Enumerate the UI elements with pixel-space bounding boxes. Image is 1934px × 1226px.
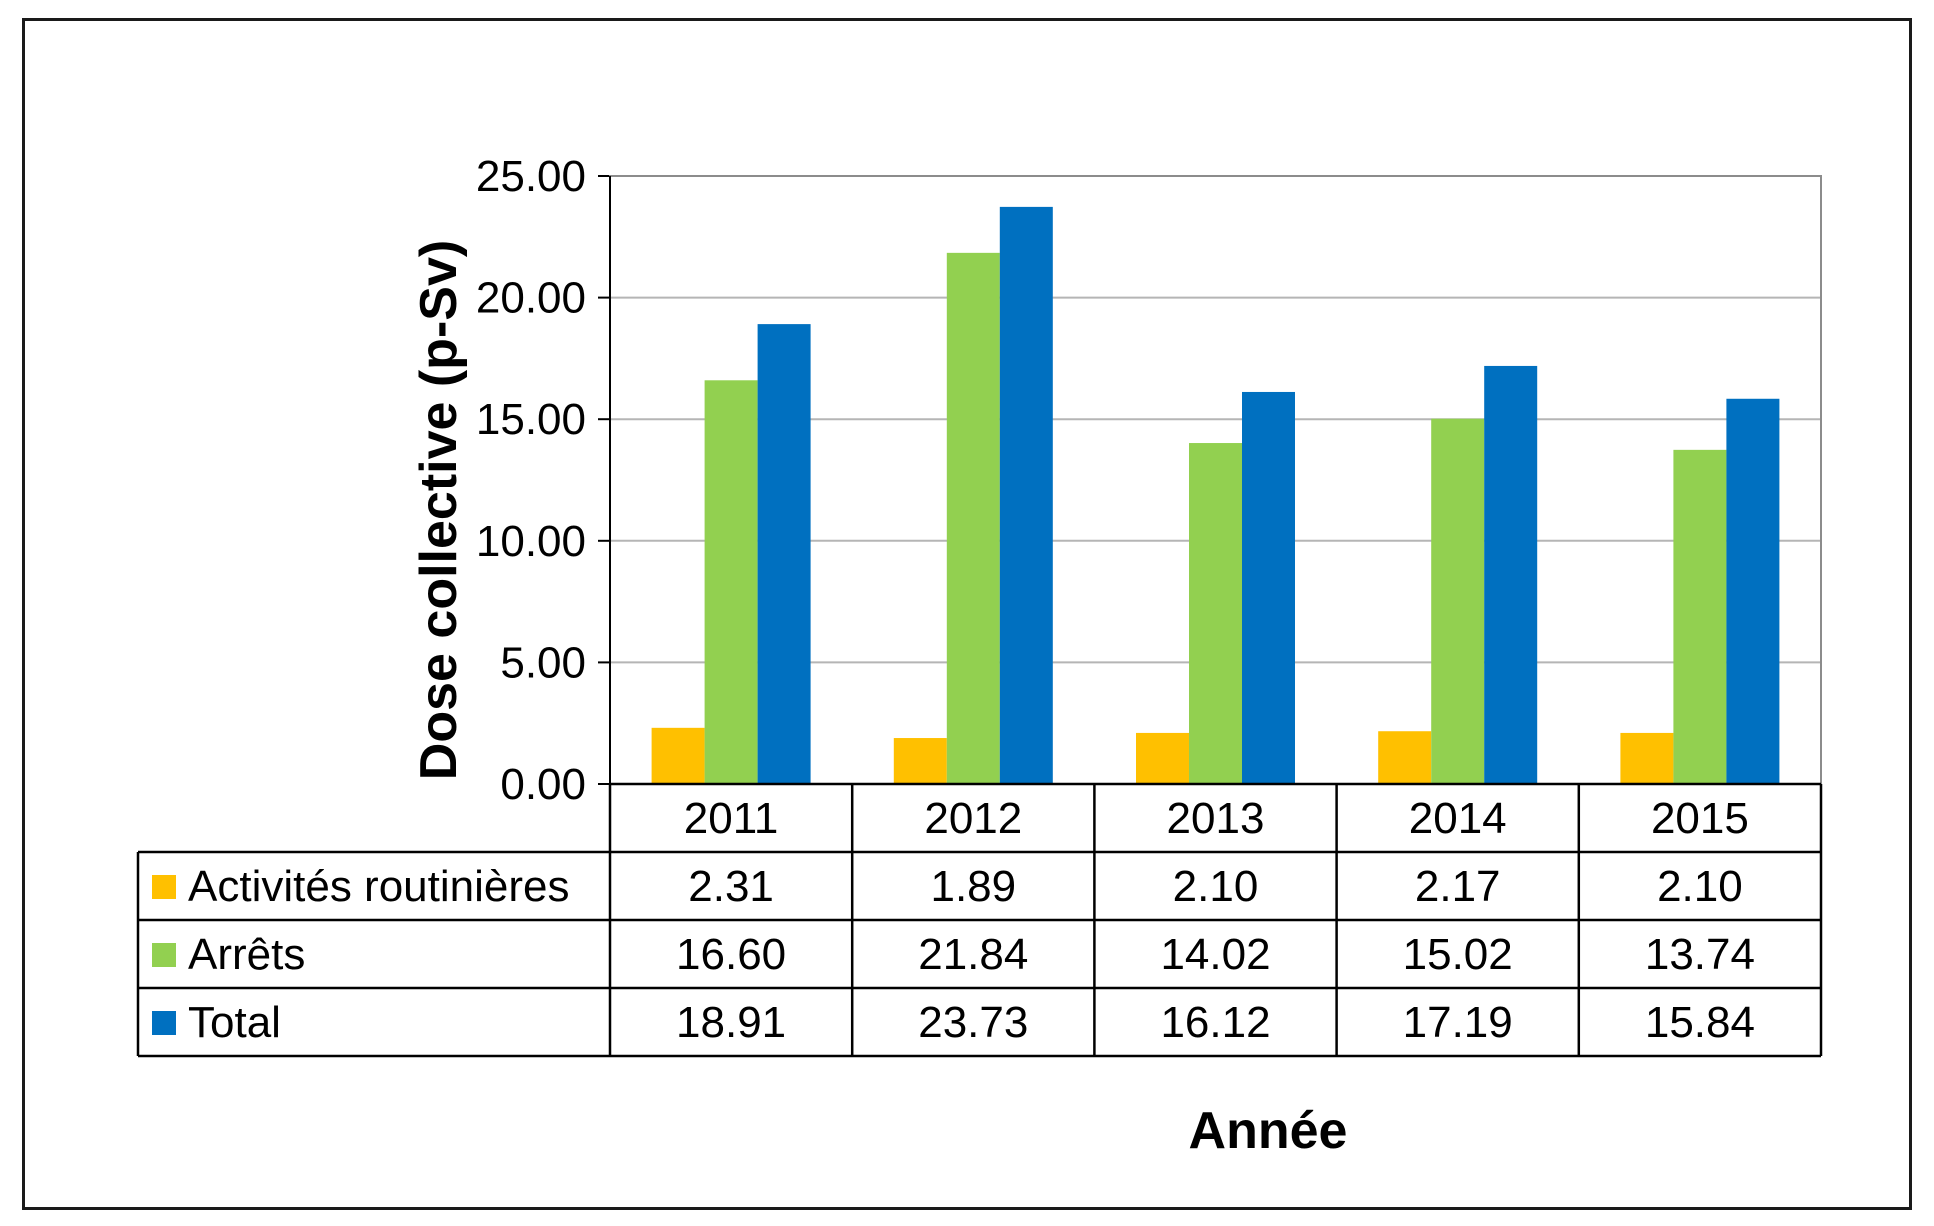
y-tick-label: 25.00 — [476, 152, 586, 201]
bar-2011-2 — [757, 324, 811, 784]
bar-2012-2 — [999, 206, 1053, 784]
data-label: 1.89 — [930, 862, 1016, 911]
data-label: 14.02 — [1160, 930, 1270, 979]
data-label: 2.17 — [1415, 862, 1501, 911]
bar-2013-0 — [1136, 732, 1189, 784]
data-label: 17.19 — [1403, 998, 1513, 1047]
data-table: 2011 2012 2013 2014 2015 Activités routinière… — [136, 782, 1823, 1058]
data-label: 23.73 — [918, 998, 1028, 1047]
data-label: 13.74 — [1645, 930, 1755, 979]
bar-2014-1 — [1431, 418, 1485, 784]
data-label: 16.12 — [1160, 998, 1270, 1047]
data-label: 2.10 — [1173, 862, 1259, 911]
data-label: 16.60 — [676, 930, 786, 979]
y-tick-labels: 0.00 5.00 10.00 15.00 20.00 25.00 — [476, 152, 586, 809]
category-label: 2014 — [1409, 794, 1507, 843]
legend-swatch — [152, 1011, 176, 1035]
bar-2012-0 — [893, 738, 947, 784]
legend-swatch — [152, 875, 176, 899]
y-tick-label: 20.00 — [476, 274, 586, 323]
y-tick-label: 15.00 — [476, 395, 586, 444]
data-label: 2.10 — [1657, 862, 1743, 911]
category-label: 2015 — [1651, 794, 1749, 843]
x-axis-title: Année — [1189, 1102, 1348, 1160]
bar-2014-2 — [1484, 365, 1538, 784]
bar-2015-1 — [1673, 449, 1727, 784]
bars — [651, 206, 1780, 784]
bar-2013-2 — [1242, 391, 1295, 784]
category-label: 2012 — [924, 794, 1022, 843]
bar-2012-1 — [946, 252, 1000, 784]
y-tick-label: 0.00 — [500, 760, 586, 809]
category-label: 2013 — [1167, 794, 1265, 843]
bar-2015-2 — [1726, 398, 1780, 784]
data-label: 21.84 — [918, 930, 1028, 979]
bar-2015-0 — [1620, 732, 1674, 784]
bar-2011-0 — [651, 727, 705, 784]
chart-frame — [22, 18, 1912, 1210]
data-label: 15.84 — [1645, 998, 1755, 1047]
y-axis-title: Dose collective (p-Sv) — [410, 240, 468, 780]
bar-2013-1 — [1189, 443, 1242, 784]
y-tick-label: 5.00 — [500, 638, 586, 687]
bar-2014-0 — [1378, 731, 1432, 784]
legend-label: Total — [188, 998, 281, 1047]
y-tick-label: 10.00 — [476, 517, 586, 566]
data-label: 2.31 — [688, 862, 774, 911]
category-label: 2011 — [684, 794, 779, 843]
data-label: 15.02 — [1403, 930, 1513, 979]
bar-2011-1 — [704, 380, 758, 784]
data-label: 18.91 — [676, 998, 786, 1047]
legend-label: Activités routinières — [188, 862, 569, 911]
legend-label: Arrêts — [188, 930, 305, 979]
legend-swatch — [152, 943, 176, 967]
